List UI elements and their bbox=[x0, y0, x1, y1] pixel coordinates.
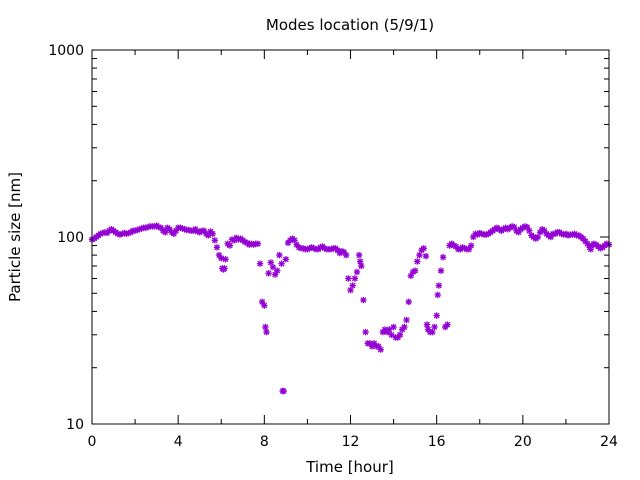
data-point bbox=[262, 323, 269, 331]
data-point bbox=[274, 267, 281, 274]
data-point bbox=[222, 256, 229, 263]
data-point bbox=[282, 256, 290, 263]
data-point bbox=[162, 229, 169, 236]
y-tick-label: 1000 bbox=[48, 43, 84, 59]
x-axis-label: Time [hour] bbox=[305, 458, 394, 476]
data-point bbox=[434, 291, 441, 299]
x-tick-label: 16 bbox=[428, 434, 446, 450]
data-point bbox=[276, 251, 283, 259]
plot-frame bbox=[91, 49, 610, 425]
y-tick-label: 100 bbox=[57, 230, 84, 246]
data-point bbox=[541, 227, 548, 234]
data-point bbox=[429, 328, 436, 336]
data-point bbox=[439, 253, 447, 261]
data-point bbox=[422, 252, 430, 260]
x-tick-label: 0 bbox=[88, 434, 97, 450]
data-point bbox=[263, 328, 270, 336]
data-point bbox=[435, 282, 443, 289]
data-point bbox=[431, 323, 438, 331]
chart-title: Modes location (5/9/1) bbox=[266, 16, 434, 34]
data-point bbox=[390, 323, 397, 331]
data-points bbox=[88, 222, 613, 395]
data-point bbox=[405, 298, 412, 306]
data-point bbox=[355, 251, 363, 259]
x-tick-label: 4 bbox=[174, 434, 183, 450]
data-point bbox=[467, 242, 475, 249]
data-point bbox=[423, 321, 431, 328]
data-point bbox=[353, 268, 361, 276]
data-point bbox=[433, 312, 440, 319]
data-point bbox=[256, 260, 264, 267]
y-tick-label: 10 bbox=[66, 417, 84, 433]
x-tick-label: 24 bbox=[600, 434, 618, 450]
data-point bbox=[265, 270, 272, 277]
data-point bbox=[211, 237, 218, 244]
data-point bbox=[226, 242, 234, 249]
data-point bbox=[411, 267, 419, 274]
data-point bbox=[403, 316, 410, 324]
x-tick-label: 12 bbox=[342, 434, 360, 450]
data-point bbox=[362, 328, 369, 336]
data-point bbox=[278, 260, 285, 267]
data-point bbox=[349, 282, 356, 289]
data-point bbox=[345, 275, 352, 282]
data-point bbox=[213, 244, 221, 251]
data-point bbox=[358, 262, 365, 270]
data-point bbox=[261, 302, 268, 309]
data-point bbox=[396, 331, 404, 338]
data-point bbox=[414, 258, 421, 265]
data-point bbox=[401, 323, 408, 331]
x-tick-label: 20 bbox=[514, 434, 532, 450]
data-point bbox=[377, 346, 384, 353]
data-point bbox=[360, 296, 367, 304]
data-point bbox=[342, 251, 350, 259]
y-axis-label: Particle size [nm] bbox=[6, 172, 24, 302]
data-point bbox=[356, 258, 364, 265]
data-point bbox=[388, 331, 395, 338]
data-point bbox=[209, 230, 216, 238]
data-point bbox=[416, 251, 423, 259]
data-point bbox=[420, 245, 427, 252]
axis-tick-labels: 0 4 8 12 16 20 24 10 100 1000 bbox=[48, 43, 618, 450]
data-point bbox=[221, 265, 228, 272]
data-point bbox=[351, 275, 359, 282]
data-point bbox=[254, 240, 262, 247]
data-point bbox=[444, 321, 451, 328]
data-point bbox=[280, 387, 287, 395]
data-point bbox=[437, 267, 445, 274]
x-tick-label: 8 bbox=[260, 434, 269, 450]
